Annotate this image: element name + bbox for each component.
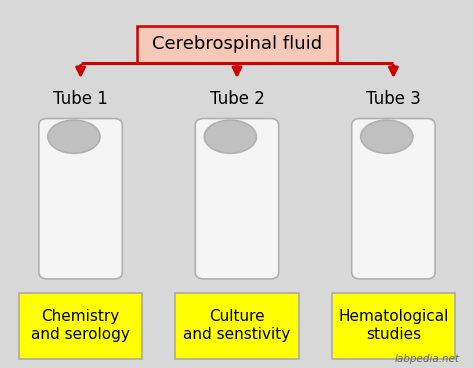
FancyBboxPatch shape (175, 293, 299, 359)
FancyBboxPatch shape (332, 293, 455, 359)
Text: Cerebrospinal fluid: Cerebrospinal fluid (152, 35, 322, 53)
Ellipse shape (48, 120, 100, 153)
FancyBboxPatch shape (137, 26, 337, 63)
Text: Hematological
studies: Hematological studies (338, 309, 448, 342)
Text: Tube 3: Tube 3 (366, 91, 421, 108)
Text: labpedia.net: labpedia.net (395, 354, 460, 364)
Ellipse shape (204, 120, 256, 153)
Text: Tube 1: Tube 1 (53, 91, 108, 108)
FancyBboxPatch shape (19, 293, 142, 359)
Text: Chemistry
and serology: Chemistry and serology (31, 309, 130, 342)
Text: Culture
and senstivity: Culture and senstivity (183, 309, 291, 342)
FancyBboxPatch shape (352, 118, 435, 279)
FancyBboxPatch shape (195, 118, 279, 279)
Text: Tube 2: Tube 2 (210, 91, 264, 108)
Ellipse shape (361, 120, 413, 153)
FancyBboxPatch shape (39, 118, 122, 279)
